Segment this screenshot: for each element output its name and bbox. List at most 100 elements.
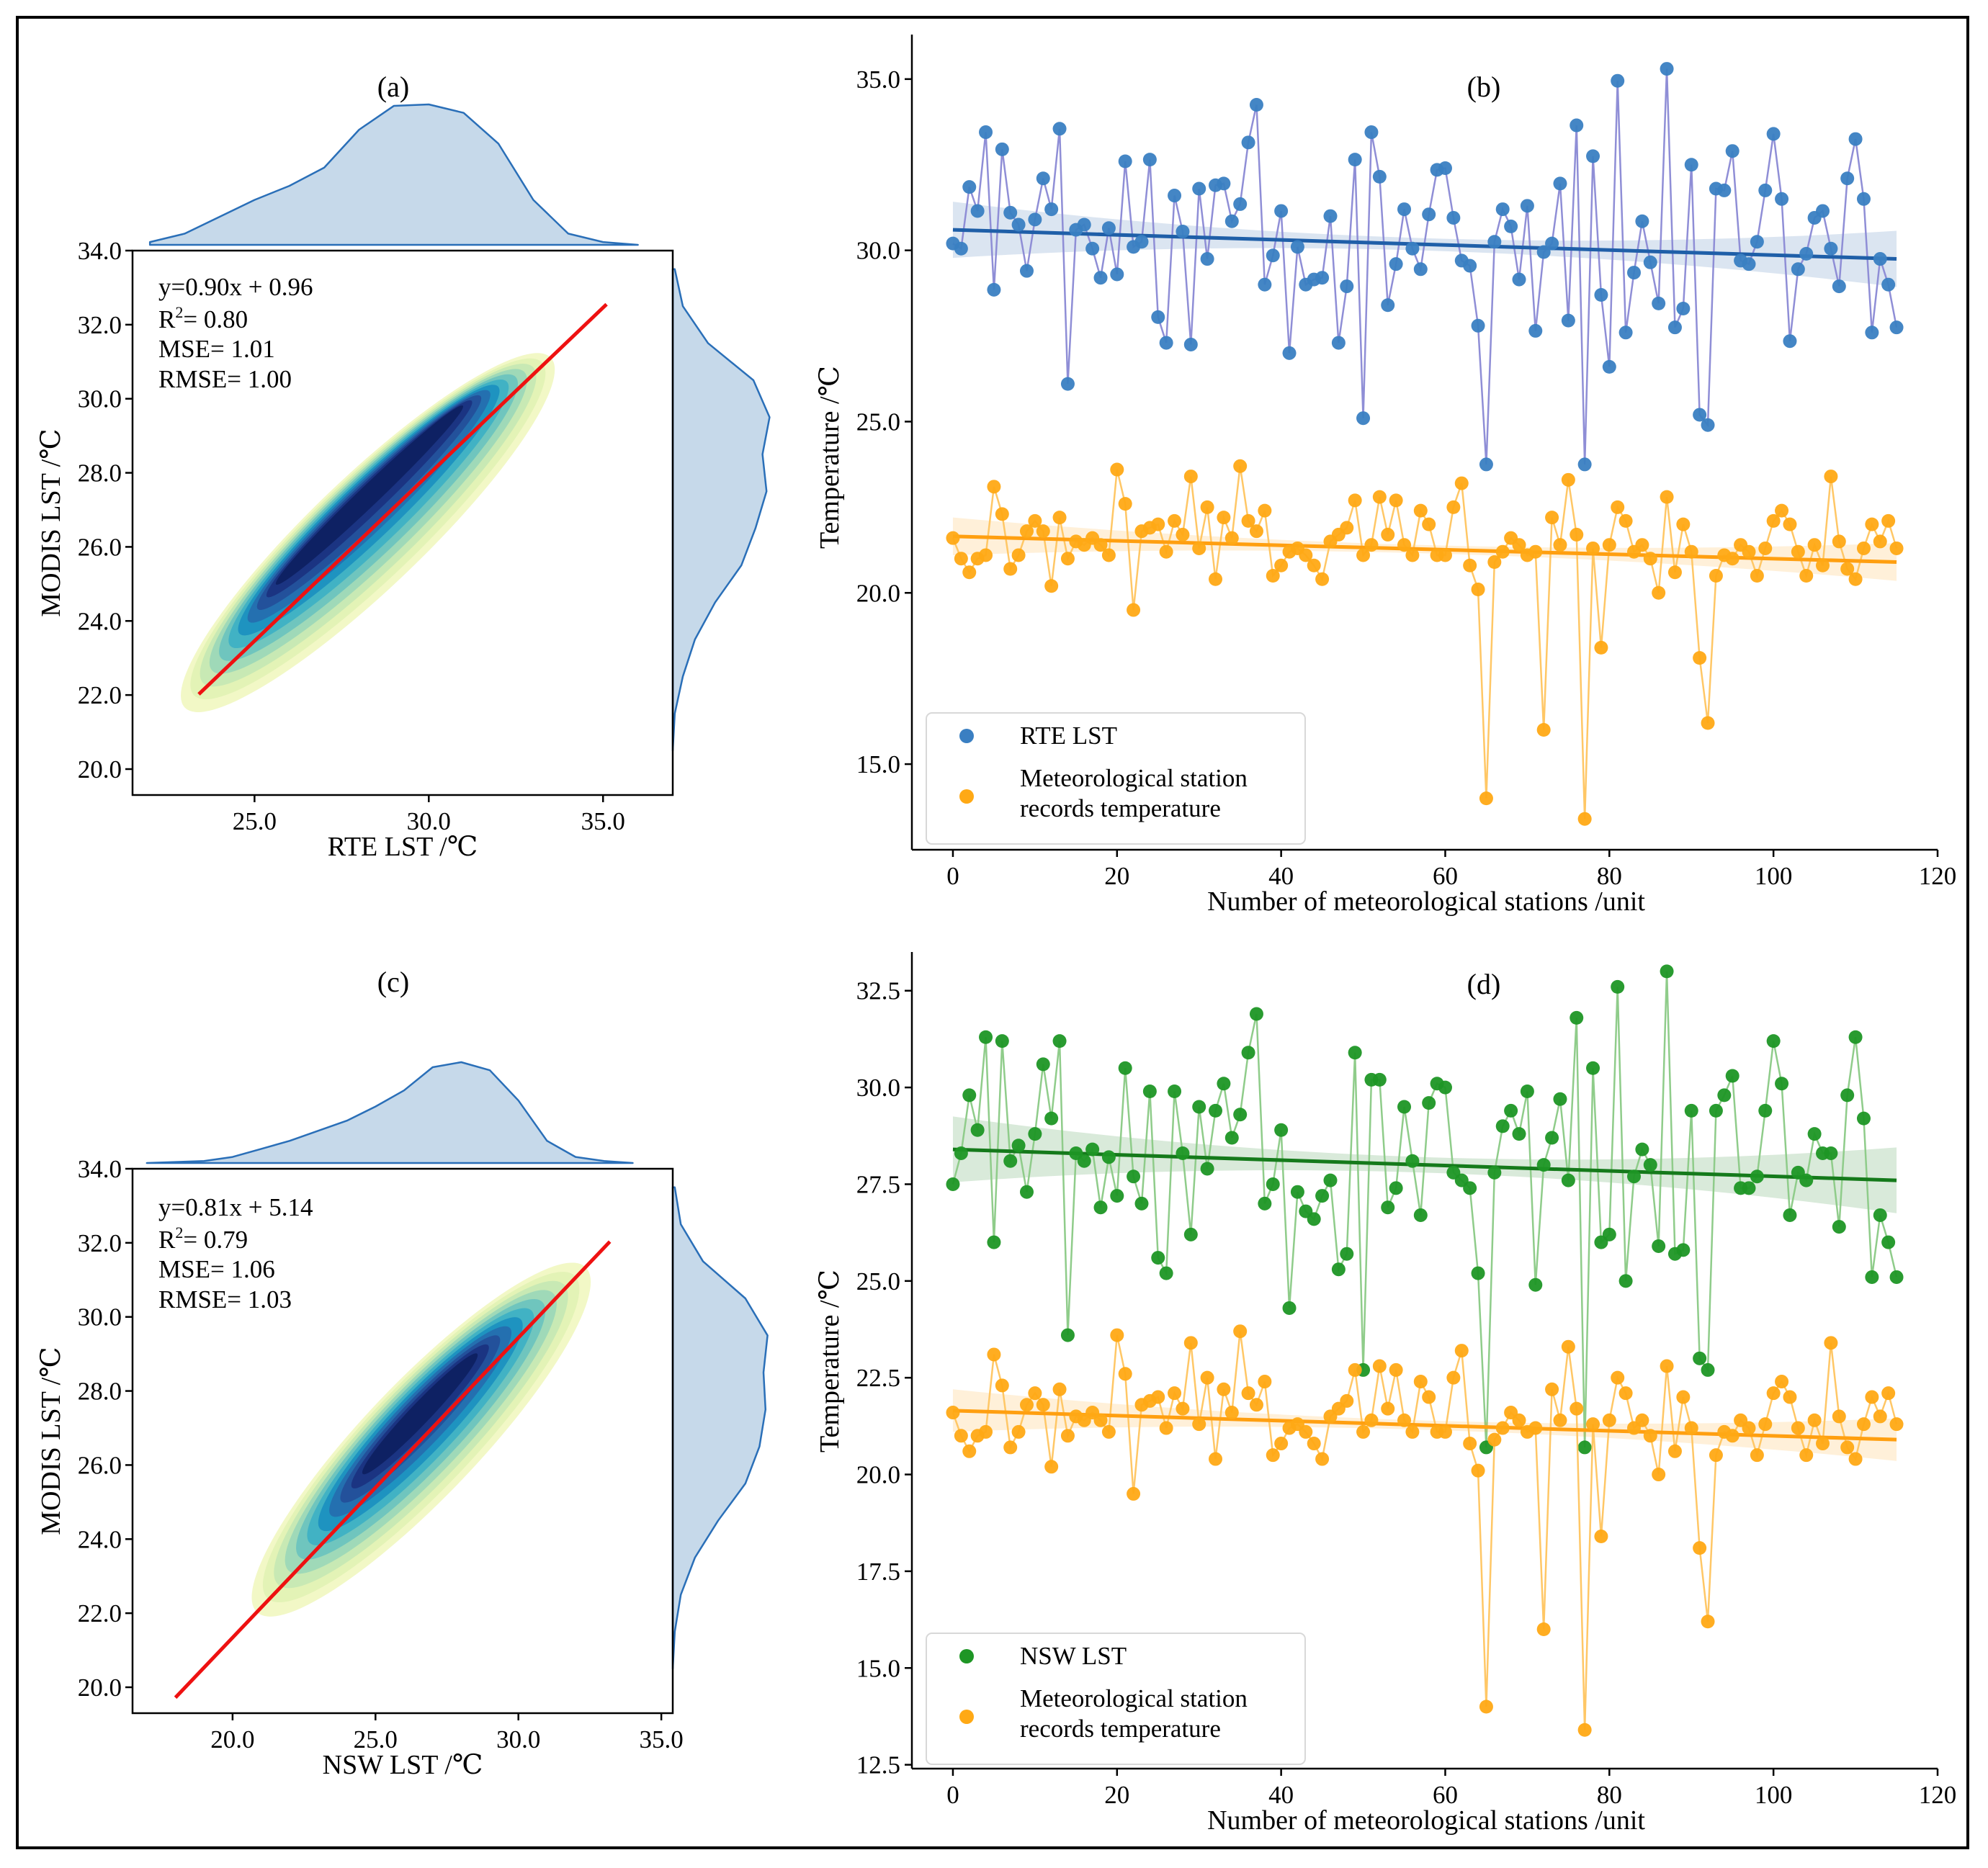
panel-b-series-1-point-14 — [1060, 377, 1075, 391]
panel-b-series-2-point-11 — [1036, 524, 1050, 539]
panel-a-density — [181, 353, 555, 712]
panel-d-ytick-label-7: 30.0 — [856, 1074, 900, 1102]
panel-d-xtick-label-4: 80 — [1597, 1781, 1622, 1809]
panel-d-series-2-point-56 — [1405, 1424, 1420, 1439]
panel-b-series-2-point-25 — [1151, 517, 1165, 531]
panel-b-series-1-point-35 — [1233, 197, 1248, 211]
panel-b-series-2-trend — [952, 534, 1897, 564]
panel-d-series-1-point-5 — [987, 1235, 1001, 1249]
panel-b-series-2-point-108 — [1832, 534, 1846, 549]
panel-b-series-2-point-107 — [1824, 470, 1838, 484]
panel-d-series-2-point-103 — [1791, 1421, 1805, 1435]
panel-b-series-1-point-84 — [1635, 214, 1649, 228]
panel-b-series-2-point-78 — [1586, 541, 1600, 555]
panel-b-series-1-point-115 — [1889, 320, 1904, 335]
panel-c-marginal-y-curve — [671, 1186, 769, 1670]
panel-d-series-1-point-63 — [1463, 1181, 1477, 1195]
panel-d-series-2-point-5 — [987, 1347, 1001, 1362]
panel-a-xlabel: RTE LST /℃ — [328, 832, 478, 862]
panel-d-series-1-point-40 — [1274, 1123, 1289, 1137]
panel-b-series-1-point-9 — [1019, 264, 1034, 278]
panel-d-series-2-point-112 — [1865, 1390, 1879, 1404]
panel-b-series-1-point-48 — [1340, 279, 1354, 294]
panel-d-series-1-point-22 — [1127, 1169, 1141, 1184]
panel-a-marginal-x-curve — [148, 103, 639, 246]
panel-b-series-1-point-106 — [1816, 204, 1830, 218]
panel-b-series-1-point-26 — [1159, 336, 1173, 350]
panel-c-fit-line — [174, 1240, 612, 1699]
panel-a-ylabel: MODIS LST /℃ — [36, 428, 66, 616]
panel-d-series-2-point-38 — [1258, 1375, 1272, 1389]
panel-d-series-2-point-74 — [1553, 1413, 1567, 1427]
panel-b-series-2-point-32 — [1209, 572, 1223, 586]
panel-b-series-2-point-77 — [1577, 812, 1592, 826]
panel-b-series-1-point-37 — [1249, 98, 1263, 112]
panel-b-series-2-point-82 — [1618, 513, 1633, 528]
panel-c-ytick-label-2: 24.0 — [78, 1525, 122, 1553]
panel-d-series-1-point-29 — [1183, 1227, 1198, 1241]
panel-d-series-2-point-13 — [1052, 1382, 1067, 1396]
panel-d-series-1-point-41 — [1282, 1301, 1297, 1315]
panel-d-series-1-point-86 — [1652, 1239, 1666, 1253]
panel-d-series-1-point-38 — [1258, 1196, 1272, 1211]
panel-d-series-1-point-70 — [1520, 1084, 1534, 1098]
panel-d-series-2-point-34 — [1224, 1406, 1239, 1420]
panel-b-series-2-point-64 — [1471, 583, 1485, 597]
panel-b-series-2-point-44 — [1307, 558, 1321, 572]
panel-b-xtick-label-0: 0 — [946, 862, 959, 890]
panel-b-series-2-point-12 — [1044, 579, 1059, 593]
panel-d-series-1-point-67 — [1495, 1119, 1510, 1133]
panel-d-series-2-point-75 — [1561, 1339, 1575, 1354]
panel-d-series-2-point-91 — [1693, 1541, 1707, 1555]
panel-d-series-2-point-92 — [1701, 1615, 1715, 1629]
panel-b-series-1-point-27 — [1168, 189, 1182, 203]
panel-d-series-2-point-97 — [1742, 1421, 1756, 1435]
panel-b-series-1-point-19 — [1101, 221, 1116, 235]
panel-d-series-2-point-102 — [1783, 1390, 1797, 1404]
panel-b-series-2-point-30 — [1192, 541, 1206, 555]
panel-d-xtick-label-1: 20 — [1104, 1781, 1129, 1809]
panel-b-series-1-point-104 — [1799, 246, 1814, 261]
panel-d-series-2-point-71 — [1528, 1421, 1543, 1435]
panel-b-series-2-point-38 — [1258, 503, 1272, 518]
panel-d-series-1-point-75 — [1561, 1173, 1575, 1187]
panel-c-stats-r2: R2= 0.79 — [158, 1223, 248, 1254]
panel-b-series-1-point-95 — [1725, 144, 1740, 158]
panel-d-series-2-point-84 — [1635, 1413, 1649, 1427]
panel-b-series-2-point-85 — [1643, 552, 1657, 566]
panel-d-plot — [946, 964, 1904, 1737]
panel-b-series-1-point-71 — [1528, 323, 1543, 338]
panel-d-series-2-point-28 — [1176, 1401, 1190, 1416]
panel-d-series-1-point-108 — [1832, 1220, 1846, 1234]
panel-b-series-2-point-74 — [1553, 538, 1567, 552]
panel-b-series-2-point-106 — [1816, 558, 1830, 572]
panel-b-series-2-point-87 — [1660, 490, 1674, 504]
panel-a-ticks: 25.0 30.0 35.0 20.0 22.0 24.0 26.0 28.0 30.0 32.0… — [78, 237, 625, 835]
panel-b-series-2-point-103 — [1791, 544, 1805, 559]
panel-d-series-2-point-27 — [1168, 1386, 1182, 1401]
panel-d-series-2-point-33 — [1217, 1382, 1231, 1396]
panel-d-series-1-point-73 — [1545, 1131, 1559, 1145]
panel-b-series-2-point-67 — [1495, 544, 1510, 559]
panel-d-series-1-point-8 — [1011, 1139, 1026, 1153]
panel-b-series-1-point-56 — [1405, 241, 1420, 256]
panel-d: (d) 0 20 40 60 80 100 120 12.5 15.0 17.5 20.0 22.5 2… — [815, 952, 1956, 1836]
panel-d-series-2-point-50 — [1356, 1424, 1371, 1439]
panel-d-series-1-point-90 — [1684, 1103, 1698, 1118]
panel-d-series-1-point-60 — [1438, 1080, 1452, 1095]
panel-d-series-1-point-104 — [1799, 1173, 1814, 1187]
panel-d-series-1-point-93 — [1709, 1103, 1723, 1118]
panel-b-series-2-point-71 — [1528, 544, 1543, 559]
panel-b-xtick-label-4: 80 — [1597, 862, 1622, 890]
panel-b-series-1-point-100 — [1766, 127, 1781, 141]
panel-d-series-2-point-82 — [1618, 1386, 1633, 1401]
panel-b-series-1-point-82 — [1618, 325, 1633, 340]
panel-d-series-2-point-100 — [1766, 1386, 1781, 1401]
panel-d-series-1-point-12 — [1044, 1111, 1059, 1126]
panel-b-series-1-point-76 — [1570, 118, 1584, 133]
panel-d-series-1-point-17 — [1085, 1142, 1100, 1157]
panel-b-series-2-point-33 — [1217, 511, 1231, 525]
panel-a-label: (a) — [377, 71, 409, 103]
panel-d-legend-met-label-2: records temperature — [1020, 1715, 1221, 1743]
panel-c-xtick-label-3: 35.0 — [640, 1725, 684, 1754]
